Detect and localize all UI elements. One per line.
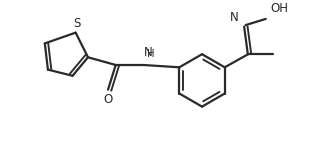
Text: H: H [147,49,155,59]
Text: N: N [230,11,239,24]
Text: O: O [103,93,112,106]
Text: N: N [144,47,152,59]
Text: OH: OH [270,2,288,15]
Text: S: S [74,17,81,30]
